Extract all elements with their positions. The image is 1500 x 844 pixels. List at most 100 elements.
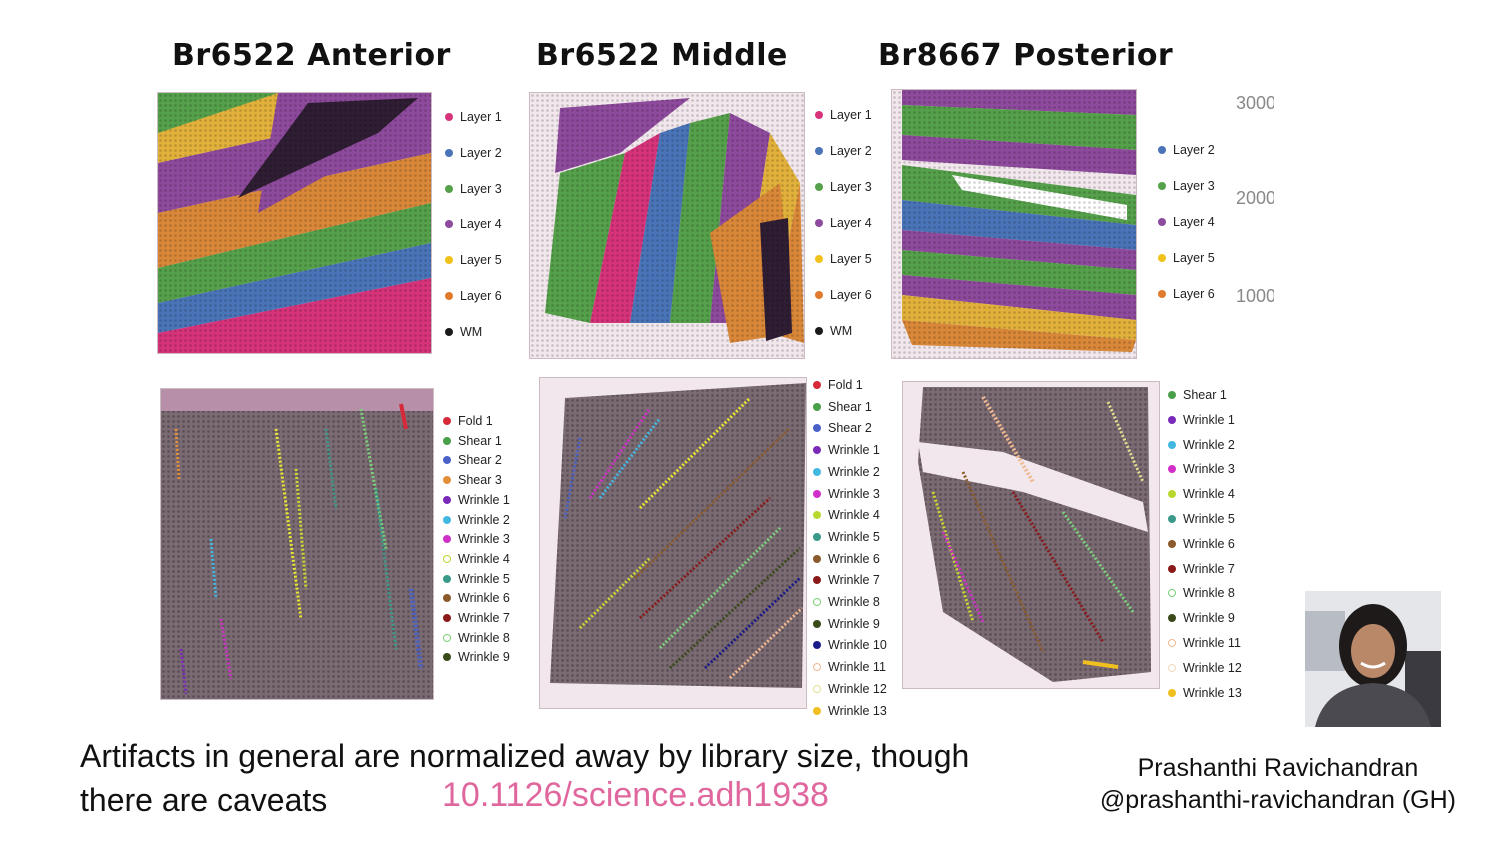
legend-swatch [443,515,451,524]
legend-swatch [1168,440,1176,449]
legend-label: Wrinkle 13 [1183,685,1242,700]
legend-label: Layer 4 [460,217,502,232]
legend-anterior-layers: Layer 1 Layer 2 Layer 3 Layer 4 Layer 5 Layer… [445,110,525,350]
legend-swatch [813,598,821,606]
legend-item: Wrinkle 1 [443,493,510,507]
legend-label: Layer 1 [830,108,872,122]
legend-label: Layer 6 [1173,287,1215,301]
legend-swatch [1168,639,1176,647]
legend-swatch [443,495,451,504]
legend-swatch [813,511,821,520]
legend-item: Fold 1 [443,414,493,428]
legend-label: Wrinkle 3 [1183,462,1235,477]
legend-label: Shear 1 [1183,388,1227,402]
legend-item: Wrinkle 10 [813,638,887,652]
legend-swatch [813,467,821,476]
legend-item: Wrinkle 12 [813,682,887,696]
legend-swatch [813,532,821,541]
legend-item: Wrinkle 13 [813,704,887,718]
legend-item: Layer 5 [445,253,502,267]
caption-line-2: there are caveats [80,782,328,818]
legend-item: Layer 6 [1158,287,1215,301]
legend-label: Wrinkle 4 [458,551,510,566]
legend-item: Wrinkle 4 [1168,487,1235,501]
caption-line-1: Artifacts in general are normalized away… [80,738,970,774]
legend-item: WM [815,324,852,338]
posterior-layers-image [891,89,1137,359]
legend-label: Wrinkle 8 [828,595,880,609]
legend-item: Wrinkle 11 [813,660,886,674]
legend-swatch [445,327,453,336]
legend-label: Layer 5 [460,253,502,268]
legend-label: Layer 1 [460,110,502,124]
legend-swatch [813,381,821,389]
legend-item: Wrinkle 7 [1168,562,1235,576]
legend-item: Layer 4 [815,216,872,230]
legend-label: Wrinkle 3 [828,486,880,501]
legend-item: Shear 1 [443,434,502,448]
legend-label: Wrinkle 2 [458,512,510,527]
legend-item: Layer 3 [1158,179,1215,193]
legend-swatch [813,619,821,628]
legend-swatch [445,256,453,265]
legend-swatch [1168,663,1176,672]
legend-item: Wrinkle 6 [1168,537,1235,551]
legend-label: Wrinkle 3 [458,532,510,547]
axis-tick-1000: 1000 [1236,286,1274,306]
legend-label: Layer 6 [830,288,872,302]
legend-item: Shear 2 [443,453,502,467]
legend-swatch [443,653,451,662]
legend-item: Shear 3 [443,473,502,487]
legend-item: Wrinkle 3 [813,487,880,501]
legend-label: Shear 1 [458,433,502,448]
legend-label: Wrinkle 5 [1183,512,1235,526]
legend-swatch [443,574,451,583]
legend-label: Wrinkle 1 [458,492,510,507]
legend-label: Layer 3 [460,181,502,196]
legend-label: Wrinkle 11 [1183,636,1241,650]
legend-item: Layer 6 [445,289,502,303]
legend-label: Wrinkle 13 [828,703,887,718]
legend-swatch [445,148,453,157]
legend-label: Shear 1 [828,399,872,414]
legend-label: Wrinkle 1 [828,443,880,458]
legend-label: WM [830,324,853,338]
axis-tick-3000: 3000 [1236,93,1274,113]
legend-item: Fold 1 [813,378,863,392]
legend-anterior-artifacts: Fold 1 Shear 1 Shear 2 Shear 3 Wrinkle 1 Wrin… [443,414,523,674]
legend-label: Wrinkle 5 [828,529,880,544]
doi-link[interactable]: 10.1126/science.adh1938 [442,776,829,814]
legend-swatch [813,706,821,715]
anterior-artifacts-image [160,388,434,700]
author-name: Prashanthi Ravichandran [1137,754,1419,782]
legend-swatch [443,456,451,465]
legend-label: Wrinkle 4 [1183,487,1235,502]
legend-swatch [445,220,453,229]
caption-text: Artifacts in general are normalized away… [80,734,969,822]
legend-label: Wrinkle 7 [1183,561,1235,576]
posterior-artifacts-image [902,381,1160,689]
legend-item: WM [445,325,482,339]
axis-tick-2000: 2000 [1236,188,1274,208]
legend-item: Layer 3 [815,180,872,194]
legend-swatch [815,255,823,263]
legend-swatch [815,183,823,191]
legend-item: Wrinkle 9 [443,650,510,664]
legend-label: Layer 2 [1173,143,1215,157]
legend-item: Wrinkle 4 [813,508,880,522]
legend-item: Wrinkle 2 [813,465,880,479]
legend-swatch [443,614,451,622]
title-middle: Br6522 Middle [536,38,788,73]
author-photo [1305,591,1441,727]
legend-label: Layer 5 [1173,251,1215,265]
legend-swatch [813,402,821,411]
legend-label: Layer 2 [830,144,872,158]
legend-item: Wrinkle 6 [813,552,880,566]
title-anterior: Br6522 Anterior [172,38,451,73]
legend-item: Layer 5 [815,252,872,266]
legend-swatch [443,476,451,485]
legend-swatch [443,594,451,603]
legend-swatch [1158,182,1166,190]
legend-item: Wrinkle 4 [443,552,510,566]
legend-item: Wrinkle 5 [443,572,510,586]
